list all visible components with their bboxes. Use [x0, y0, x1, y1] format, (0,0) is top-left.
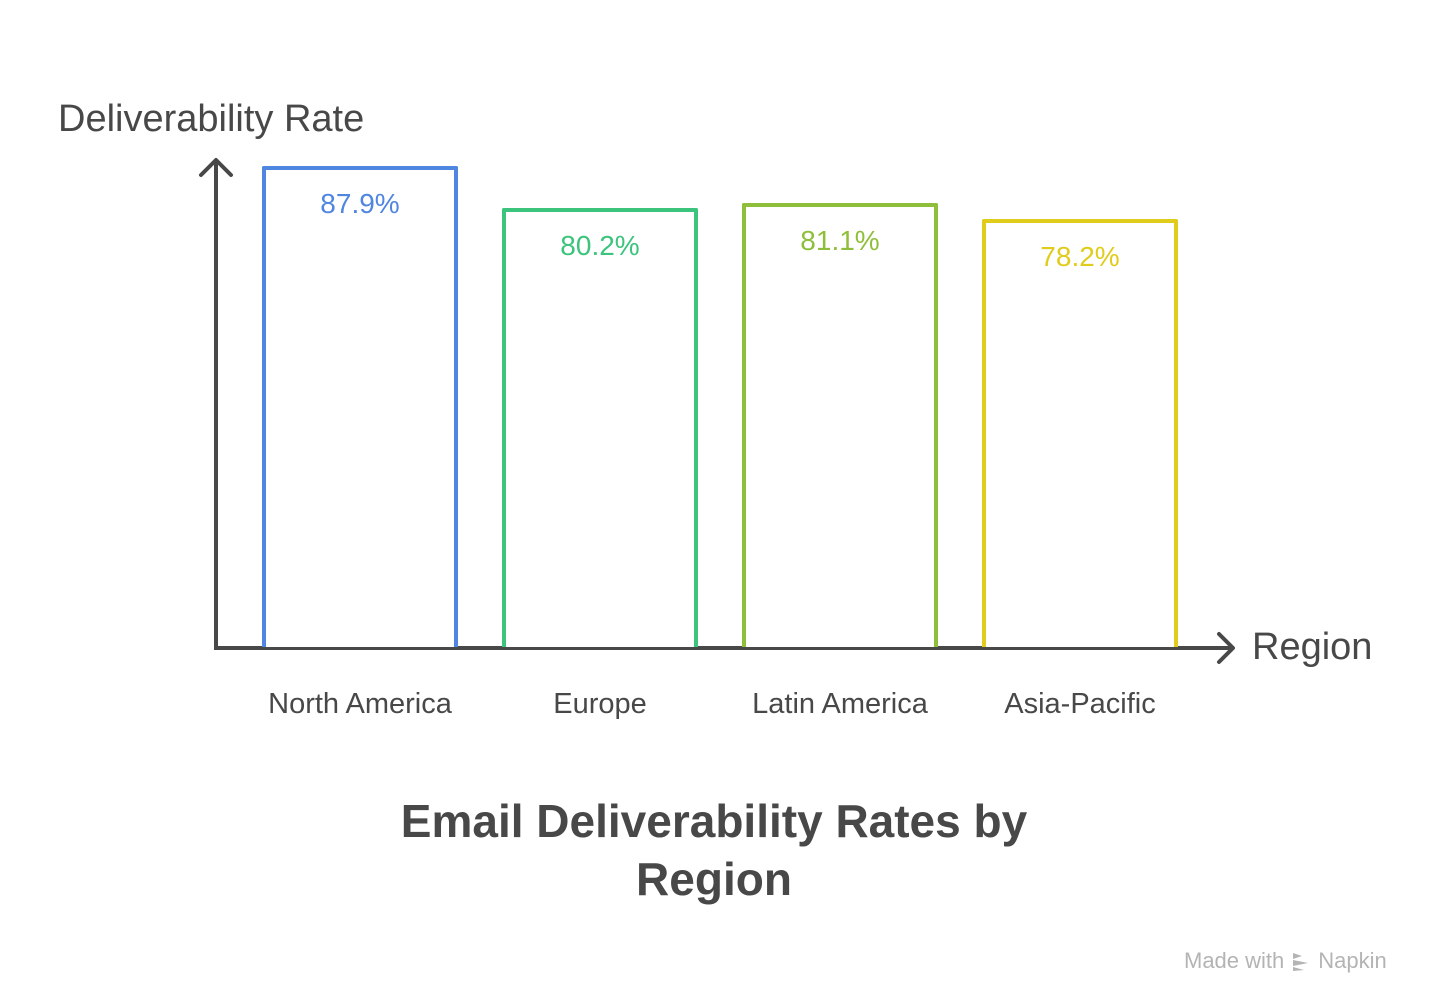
y-axis-arrow-icon: [199, 158, 233, 177]
bar-value-label: 78.2%: [1040, 241, 1120, 272]
napkin-brand-text: Napkin: [1318, 948, 1387, 973]
bar-value-label: 80.2%: [560, 230, 640, 261]
bar-value-label: 87.9%: [320, 188, 400, 219]
bar-north-america: 87.9%: [262, 166, 458, 647]
x-axis-arrow-icon: [1217, 632, 1235, 664]
y-axis-label: Deliverability Rate: [58, 98, 365, 140]
bar-value-label: 81.1%: [800, 225, 880, 256]
napkin-watermark: Made with Napkin: [1184, 948, 1387, 974]
category-label-latin-america: Latin America: [752, 688, 928, 720]
category-label-europe: Europe: [553, 688, 647, 720]
category-label-asia-pacific: Asia-Pacific: [1004, 688, 1156, 720]
bar-asia-pacific: 78.2%: [982, 219, 1178, 647]
x-axis-label: Region: [1252, 626, 1373, 668]
chart-title-line1: Email Deliverability Rates by: [400, 795, 1028, 847]
bar-latin-america: 81.1%: [742, 203, 938, 647]
napkin-logo-icon: [1293, 953, 1309, 971]
category-label-north-america: North America: [268, 688, 452, 720]
chart-title-line2: Region: [636, 853, 792, 905]
bar-europe: 80.2%: [502, 208, 698, 647]
made-with-text: Made with: [1184, 948, 1285, 973]
chart-title: Email Deliverability Rates by Region: [0, 792, 1428, 908]
